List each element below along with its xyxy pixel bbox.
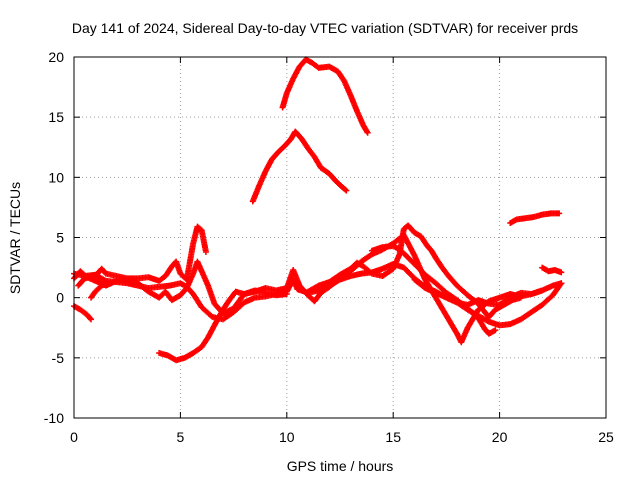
- axis-ticks: 0 5 10 15 20 25 -10 -5 0 5 10 15 20: [44, 49, 614, 445]
- y-tick-label: 15: [48, 109, 64, 125]
- y-tick-label: 5: [56, 230, 64, 246]
- x-tick-label: 5: [177, 429, 185, 445]
- data-point: [343, 187, 350, 194]
- y-tick-label: 20: [48, 49, 64, 65]
- y-tick-label: 10: [48, 169, 64, 185]
- series-track-i: [411, 276, 546, 308]
- data-point: [342, 186, 349, 193]
- data-point: [88, 316, 95, 323]
- y-axis-label: SDTVAR / TECUs: [7, 182, 23, 294]
- data-point: [558, 280, 565, 287]
- series-track-e: [88, 280, 112, 301]
- x-axis-label: GPS time / hours: [287, 458, 394, 474]
- x-tick-label: 20: [492, 429, 508, 445]
- series-layer: [71, 56, 565, 364]
- y-tick-label: -10: [44, 410, 64, 426]
- gridlines: [74, 57, 606, 418]
- data-point: [202, 248, 209, 255]
- x-tick-label: 0: [70, 429, 78, 445]
- series-track-d: [71, 303, 95, 323]
- y-tick-label: -5: [52, 350, 65, 366]
- series-track-c: [75, 223, 209, 289]
- series-track-l: [507, 210, 563, 227]
- data-point: [105, 280, 112, 287]
- series-track-g: [305, 222, 524, 320]
- data-point: [283, 291, 290, 298]
- series-track-k: [249, 128, 350, 205]
- x-tick-label: 10: [279, 429, 295, 445]
- x-tick-label: 15: [385, 429, 401, 445]
- data-point: [558, 269, 565, 276]
- data-point: [556, 210, 563, 217]
- data-point: [364, 129, 371, 136]
- series-track-j: [279, 56, 371, 136]
- chart-title: Day 141 of 2024, Sidereal Day-to-day VTE…: [72, 20, 578, 36]
- data-point: [539, 287, 546, 294]
- series-track-f: [156, 232, 565, 364]
- x-tick-label: 25: [598, 429, 614, 445]
- series-track-m: [539, 264, 565, 276]
- data-point: [492, 327, 499, 334]
- y-tick-label: 0: [56, 290, 64, 306]
- data-point: [87, 315, 94, 322]
